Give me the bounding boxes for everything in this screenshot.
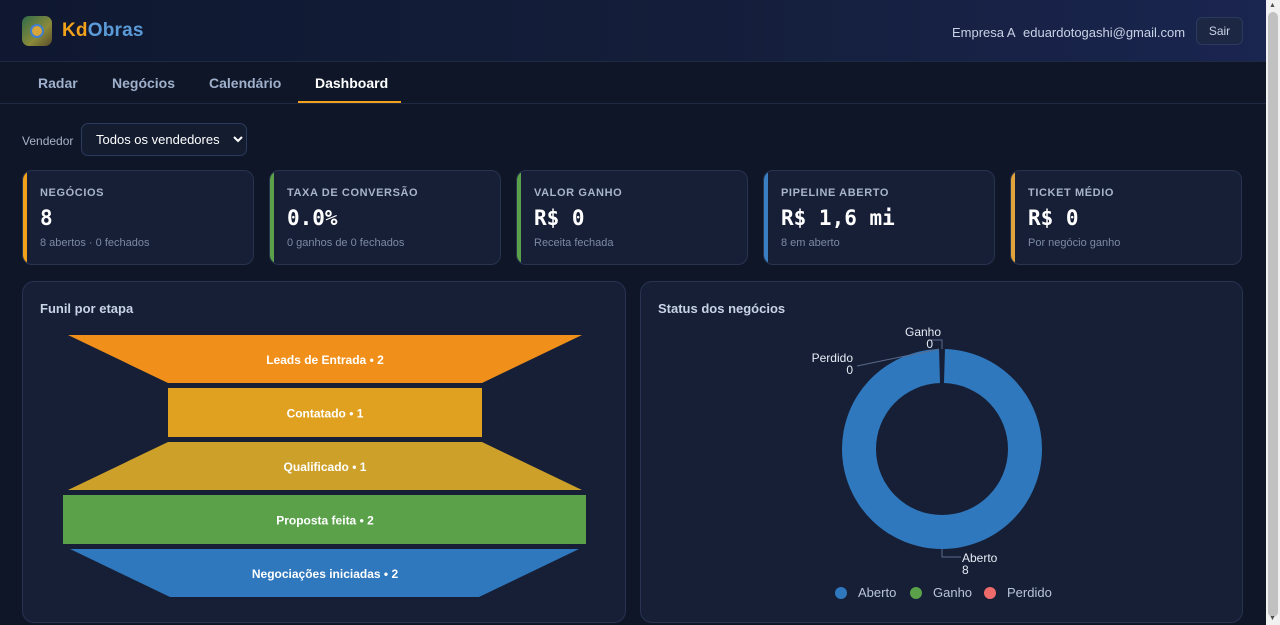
kpi-card-valor-ganho: VALOR GANHO R$ 0 Receita fechada	[516, 170, 748, 265]
kpi-subtext: Receita fechada	[534, 237, 614, 249]
tab-calendario[interactable]: Calendário	[209, 75, 282, 91]
main-tabs: Radar Negócios Calendário Dashboard	[0, 62, 1266, 104]
kpi-card-ticket-medio: TICKET MÉDIO R$ 0 Por negócio ganho	[1010, 170, 1242, 265]
funnel-stage-label: Contatado • 1	[287, 407, 364, 421]
legend-swatch[interactable]	[910, 587, 922, 599]
kpi-subtext: 8 abertos · 0 fechados	[40, 237, 150, 249]
funnel-stage[interactable]	[68, 335, 582, 383]
kpi-card-pipeline-aberto: PIPELINE ABERTO R$ 1,6 mi 8 em aberto	[763, 170, 995, 265]
app-header: KdObras Empresa A eduardotogashi@gmail.c…	[0, 0, 1266, 62]
funnel-chart: Leads de Entrada • 2 Contatado • 1 Qualifi…	[63, 335, 586, 597]
status-chart-title: Status dos negócios	[658, 301, 786, 316]
funnel-title: Funil por etapa	[40, 301, 134, 316]
kpi-subtext: 0 ganhos de 0 fechados	[287, 237, 405, 249]
kpi-card-taxa-conversao: TAXA DE CONVERSÃO 0.0% 0 ganhos de 0 fec…	[269, 170, 501, 265]
kpi-value: R$ 0	[1028, 206, 1079, 230]
kpi-accent-bar	[517, 171, 521, 264]
kpi-subtext: 8 em aberto	[781, 237, 840, 249]
vendor-filter-label: Vendedor	[22, 134, 74, 148]
donut-label-value: 0	[846, 363, 853, 377]
kpi-value: R$ 1,6 mi	[781, 206, 895, 230]
funnel-panel: Funil por etapa Leads de Entrada • 2 Cont…	[22, 281, 626, 623]
funnel-stage-label: Proposta feita • 2	[276, 514, 374, 528]
legend-label[interactable]: Perdido	[1007, 585, 1052, 600]
company-name: Empresa A	[952, 25, 1016, 40]
funnel-stage[interactable]	[70, 549, 579, 597]
kpi-label: NEGÓCIOS	[40, 187, 105, 199]
kpi-subtext: Por negócio ganho	[1028, 237, 1121, 249]
scrollbar-thumb[interactable]	[1268, 12, 1278, 617]
legend-label[interactable]: Aberto	[858, 585, 896, 600]
donut-slice[interactable]	[842, 349, 1042, 549]
funnel-stage-label: Qualificado • 1	[284, 460, 367, 474]
kpi-accent-bar	[270, 171, 274, 264]
donut-leader-line	[941, 549, 961, 558]
user-email: eduardotogashi@gmail.com	[1023, 25, 1186, 40]
kpi-label: TICKET MÉDIO	[1028, 187, 1115, 199]
kpi-value: 0.0%	[287, 206, 338, 230]
donut-label-name: Ganho	[905, 325, 941, 339]
tab-radar[interactable]: Radar	[38, 75, 78, 91]
logout-button[interactable]: Sair	[1196, 17, 1243, 45]
status-panel: Status dos negócios Aberto 8 Ganho 0 Perdido…	[640, 281, 1243, 623]
donut-label-name: Perdido	[812, 351, 854, 365]
funnel-stage[interactable]	[68, 442, 582, 490]
scroll-down-arrow-icon[interactable]: ▼	[1269, 615, 1276, 622]
funnel-stage[interactable]	[168, 388, 482, 437]
kpi-value: 8	[40, 206, 53, 230]
vendor-select[interactable]: Todos os vendedores	[81, 123, 247, 156]
kpi-card-negocios: NEGÓCIOS 8 8 abertos · 0 fechados	[22, 170, 254, 265]
legend-swatch[interactable]	[835, 587, 847, 599]
kpi-label: TAXA DE CONVERSÃO	[287, 187, 419, 199]
donut-label-name: Aberto	[962, 551, 998, 565]
donut-label-value: 0	[926, 337, 933, 351]
donut-leader-line	[931, 339, 943, 349]
active-tab-indicator	[298, 101, 401, 103]
kpi-accent-bar	[23, 171, 27, 264]
donut-label-value: 8	[962, 563, 969, 577]
funnel-stage[interactable]	[63, 495, 586, 544]
brand-name[interactable]: KdObras	[62, 20, 144, 41]
funnel-stage-label: Leads de Entrada • 2	[266, 353, 384, 367]
funnel-stage-label: Negociações iniciadas • 2	[252, 567, 399, 581]
scroll-up-arrow-icon[interactable]: ▲	[1269, 2, 1276, 9]
kpi-accent-bar	[764, 171, 768, 264]
app-logo-icon[interactable]	[22, 16, 52, 46]
legend-swatch[interactable]	[984, 587, 996, 599]
kpi-accent-bar	[1011, 171, 1015, 264]
kpi-label: VALOR GANHO	[534, 187, 623, 199]
donut-leader-line	[856, 348, 940, 367]
legend-label[interactable]: Ganho	[933, 585, 972, 600]
kpi-label: PIPELINE ABERTO	[781, 187, 890, 199]
tab-negocios[interactable]: Negócios	[112, 75, 176, 91]
kpi-value: R$ 0	[534, 206, 585, 230]
tab-dashboard[interactable]: Dashboard	[315, 75, 389, 91]
